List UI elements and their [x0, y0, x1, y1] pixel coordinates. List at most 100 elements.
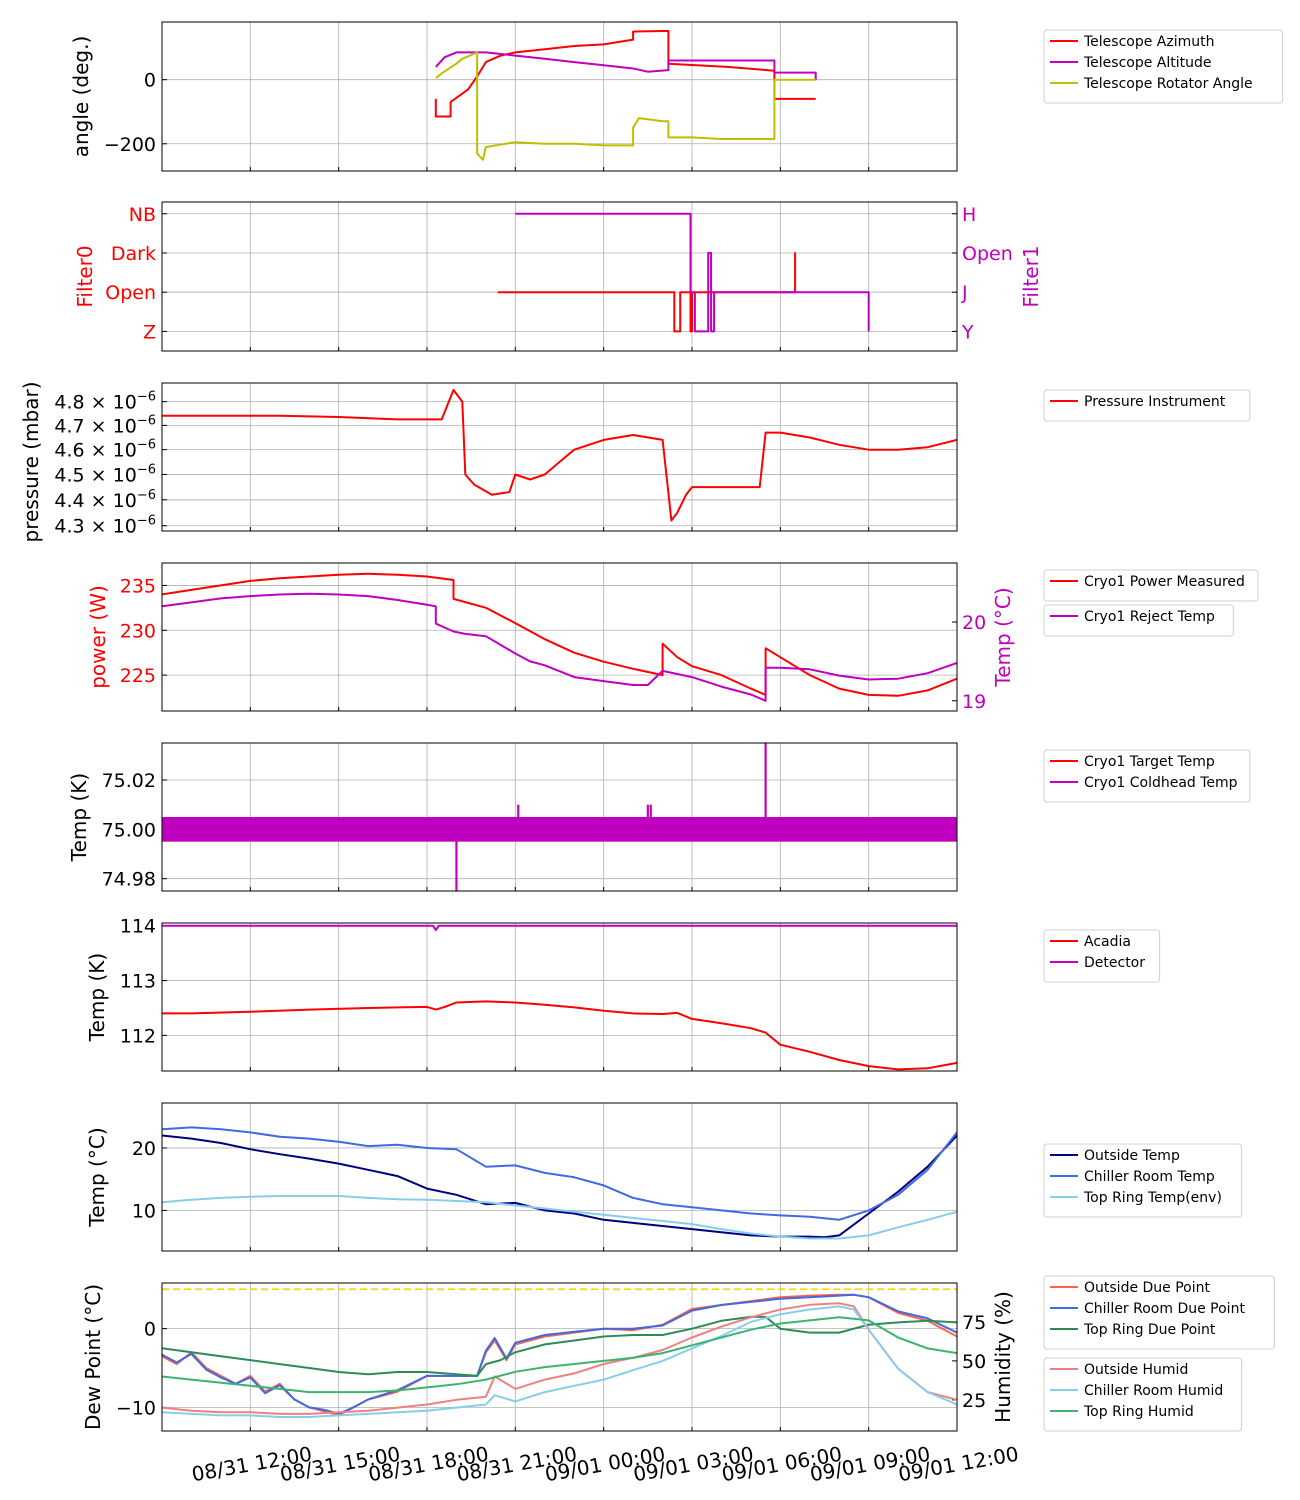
series-outside-temp — [162, 1134, 957, 1239]
y-tick-label: 74.98 — [102, 869, 156, 891]
plot-frame — [161, 382, 958, 532]
legend-label-chiller-room-temp: Chiller Room Temp — [1084, 1169, 1215, 1185]
plot-frame — [161, 742, 958, 892]
plot-frame — [161, 1102, 958, 1252]
legend-label-telescope-azimuth: Telescope Azimuth — [1083, 34, 1214, 50]
y-axis-label-right: Filter1 — [1019, 245, 1043, 307]
legend: Cryo1 Target Temp Cryo1 Coldhead Temp — [1043, 749, 1251, 803]
legend-label-cryo1-target-temp: Cryo1 Target Temp — [1084, 754, 1215, 770]
y-axis-label: power (W) — [86, 585, 110, 689]
y-tick-label: 114 — [120, 916, 156, 938]
y-tick-label: 10 — [132, 1200, 156, 1222]
y-tick-label-right: 75 — [962, 1312, 986, 1334]
legend-label-top-ring-humid: Top Ring Humid — [1083, 1404, 1194, 1420]
y-tick-label-right: 19 — [962, 691, 986, 713]
y-tick-label: 4.5 × 10−6 — [54, 462, 156, 486]
series-filter1 — [515, 212, 870, 333]
legend-label-cryo1-reject-temp: Cryo1 Reject Temp — [1084, 609, 1215, 625]
y-tick-label: 20 — [132, 1138, 156, 1160]
panel-filters: Z Open Dark NB YJ Open H Filter0 Filter1 — [73, 201, 1043, 352]
plot-frame — [161, 201, 958, 352]
legend: Cryo1 Reject Temp — [1043, 604, 1234, 637]
legend-label-telescope-rotator-angle: Telescope Rotator Angle — [1083, 76, 1253, 92]
series-chiller-room-due-point — [162, 1293, 957, 1415]
panel-dew_humidity: 0 −10 75 50 25 Dew Point (°C) Humidity (%) Outs… — [81, 1275, 1275, 1486]
legend: Acadia Detector — [1043, 929, 1161, 983]
y-tick-label: 0 — [144, 1319, 156, 1341]
y-axis-label: angle (deg.) — [69, 36, 93, 158]
y-tick-label: 230 — [120, 620, 156, 642]
y-tick-label: Open — [105, 282, 156, 304]
y-tick-label: Z — [143, 321, 156, 343]
panel-cryo1_temp: 75.02 75.00 74.98 Temp (K) Cryo1 Target Temp… — [67, 742, 1251, 892]
legend: Outside Humid Chiller Room Humid Top Ring … — [1043, 1357, 1243, 1432]
plot-frame — [161, 21, 958, 172]
legend: Outside Temp Chiller Room Temp Top Ring Te… — [1043, 1143, 1243, 1218]
y-tick-label-right: 25 — [962, 1390, 986, 1412]
series-chiller-room-temp — [162, 1126, 957, 1221]
y-tick-label: 75.00 — [102, 819, 156, 841]
series-cryo1-coldhead-temp-band — [162, 817, 957, 842]
y-tick-label: −200 — [104, 134, 156, 156]
panel-ambient_temp: 20 10 Temp (°C) Outside Temp Chiller Room Te… — [85, 1102, 1243, 1252]
legend: Pressure Instrument — [1043, 389, 1251, 422]
y-tick-label: 4.4 × 10−6 — [54, 488, 156, 512]
legend-label-chiller-room-humid: Chiller Room Humid — [1084, 1383, 1223, 1399]
series-pressure-instrument — [162, 389, 957, 522]
series-detector — [162, 924, 957, 932]
series-top-ring-temp-env — [162, 1195, 957, 1240]
series-cryo1-reject-temp — [162, 592, 957, 702]
plot-frame — [161, 922, 958, 1072]
legend-label-chiller-room-due-point: Chiller Room Due Point — [1084, 1301, 1245, 1317]
series-filter0 — [497, 252, 797, 333]
y-axis-label: Temp (K) — [85, 953, 109, 1042]
series-telescope-altitude — [435, 51, 817, 81]
y-axis-label: Dew Point (°C) — [81, 1284, 105, 1430]
series-top-ring-due-point — [162, 1315, 957, 1377]
y-tick-label: 75.02 — [102, 770, 156, 792]
y-tick-label: 225 — [120, 665, 156, 687]
y-axis-label-right: Temp (°C) — [991, 587, 1015, 687]
panel-pressure: 4.8 × 10−64.7 × 10−64.6 × 10−64.5 × 10−6… — [19, 381, 1251, 543]
y-tick-label-right: 20 — [962, 612, 986, 634]
y-tick-label: 4.3 × 10−6 — [54, 514, 156, 538]
y-axis-label: Temp (K) — [67, 773, 91, 862]
plot-frame — [161, 1282, 958, 1432]
y-tick-label-right: Y — [961, 321, 974, 343]
legend: Outside Due Point Chiller Room Due Point T… — [1043, 1275, 1275, 1350]
series-outside-humid — [162, 1302, 957, 1415]
y-tick-label: 4.7 × 10−6 — [54, 413, 156, 437]
y-axis-label-right: Humidity (%) — [991, 1291, 1015, 1423]
series-top-ring-humid — [162, 1316, 957, 1394]
y-tick-label: 4.6 × 10−6 — [54, 438, 156, 462]
y-axis-label: Temp (°C) — [85, 1127, 109, 1227]
y-tick-label: 0 — [144, 70, 156, 92]
legend: Cryo1 Power Measured — [1043, 569, 1259, 602]
legend-label-outside-humid: Outside Humid — [1084, 1362, 1188, 1378]
y-tick-label-right: H — [962, 204, 976, 226]
series-cryo1-power-measured — [162, 572, 957, 697]
series-chiller-room-humid — [162, 1305, 957, 1418]
y-tick-label: 112 — [120, 1025, 156, 1047]
y-tick-label-right: Open — [962, 243, 1013, 265]
legend-label-cryo1-power-measured: Cryo1 Power Measured — [1084, 574, 1245, 590]
legend-label-cryo1-coldhead-temp: Cryo1 Coldhead Temp — [1084, 775, 1238, 791]
y-tick-label: 235 — [120, 575, 156, 597]
series-telescope-azimuth — [434, 30, 816, 118]
y-axis-label: Filter0 — [73, 245, 97, 307]
y-tick-label: Dark — [111, 243, 156, 265]
legend: Telescope Azimuth Telescope Altitude Teles… — [1043, 29, 1284, 104]
legend-label-outside-temp: Outside Temp — [1084, 1148, 1180, 1164]
panel-acadia_detector: 114 113 112 Temp (K) Acadia Detector — [85, 916, 1161, 1072]
y-tick-label-right: 50 — [962, 1351, 986, 1373]
plot-frame — [161, 562, 958, 712]
legend-label-pressure-instrument: Pressure Instrument — [1084, 394, 1226, 410]
series-outside-due-point — [162, 1293, 957, 1417]
legend-label-top-ring-temp-env: Top Ring Temp(env) — [1083, 1190, 1222, 1206]
legend-label-detector: Detector — [1084, 955, 1145, 971]
y-axis-label: pressure (mbar) — [19, 381, 43, 542]
y-tick-label: 113 — [120, 971, 156, 993]
legend-label-acadia: Acadia — [1084, 934, 1131, 950]
